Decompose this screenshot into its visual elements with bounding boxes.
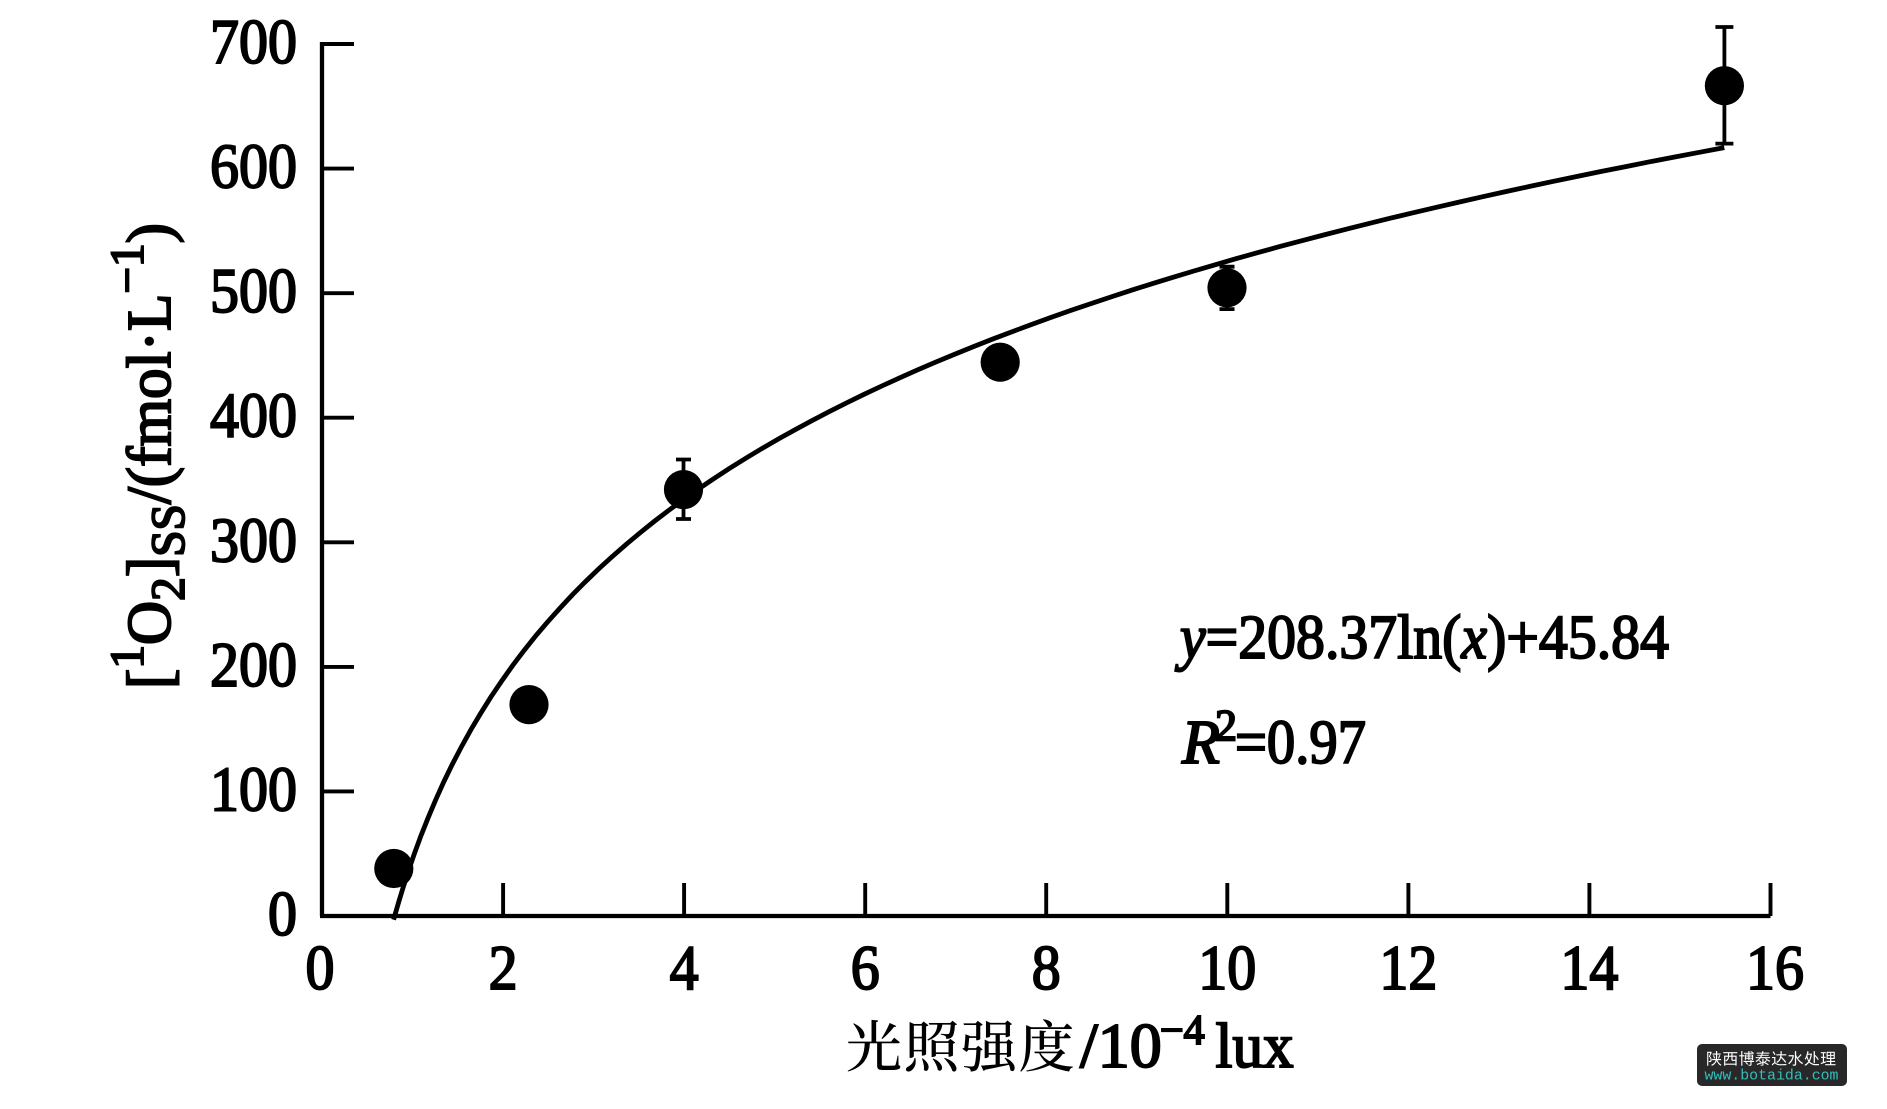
svg-text:14: 14 bbox=[1560, 932, 1618, 1003]
svg-text:=0.97: =0.97 bbox=[1235, 709, 1366, 777]
svg-text:0: 0 bbox=[268, 878, 297, 949]
svg-text:4: 4 bbox=[670, 932, 699, 1003]
svg-text:700: 700 bbox=[210, 6, 297, 77]
svg-text:y=208.37ln(x)+45.84: y=208.37ln(x)+45.84 bbox=[1174, 604, 1669, 672]
svg-text:2: 2 bbox=[1215, 701, 1237, 750]
svg-text:400: 400 bbox=[210, 380, 297, 451]
svg-text:R: R bbox=[1181, 709, 1220, 777]
svg-text:100: 100 bbox=[210, 753, 297, 824]
svg-text:0: 0 bbox=[306, 932, 335, 1003]
svg-text:8: 8 bbox=[1032, 932, 1061, 1003]
svg-text:16: 16 bbox=[1746, 932, 1804, 1003]
svg-text:200: 200 bbox=[210, 629, 297, 700]
svg-text:/10: /10 bbox=[1080, 1010, 1162, 1081]
svg-text:www.botaida.com: www.botaida.com bbox=[1705, 1068, 1839, 1085]
svg-text:6: 6 bbox=[851, 932, 880, 1003]
svg-text:[1O2]SS/(fmol·L−1): [1O2]SS/(fmol·L−1) bbox=[101, 223, 195, 689]
svg-text:500: 500 bbox=[210, 255, 297, 326]
svg-text:2: 2 bbox=[489, 932, 518, 1003]
svg-text:12: 12 bbox=[1379, 932, 1437, 1003]
svg-text:−4: −4 bbox=[1160, 1008, 1205, 1054]
svg-text:600: 600 bbox=[210, 131, 297, 202]
svg-text:300: 300 bbox=[210, 504, 297, 575]
svg-text:lux: lux bbox=[1216, 1010, 1294, 1081]
svg-text:10: 10 bbox=[1198, 932, 1256, 1003]
